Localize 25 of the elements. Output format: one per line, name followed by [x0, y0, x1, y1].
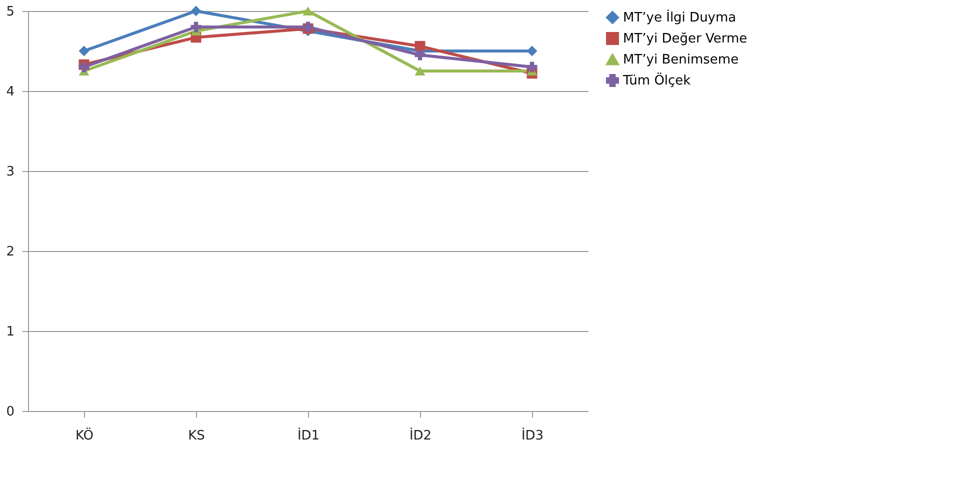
y-tick-label: 1	[6, 324, 14, 340]
point	[526, 46, 538, 56]
x-tick-label: KS	[188, 428, 205, 444]
point	[414, 50, 426, 60]
point	[190, 22, 202, 32]
y-tick-label: 0	[6, 404, 14, 420]
legend-label: MT’yi Değer Verme	[623, 32, 748, 46]
x-tick-label: İD2	[409, 428, 432, 444]
point	[526, 62, 538, 72]
y-tick-label: 4	[6, 84, 14, 100]
y-tick-label: 2	[6, 244, 14, 260]
x-tick-label: KÖ	[75, 428, 94, 444]
point	[302, 6, 314, 16]
point	[78, 62, 90, 72]
y-tick-label: 3	[6, 164, 14, 180]
point	[414, 66, 426, 76]
point	[414, 40, 426, 52]
legend-label: Tüm Ölçek	[622, 72, 692, 88]
x-tick-label: İD1	[297, 428, 320, 444]
x-tick-label: İD3	[521, 428, 544, 444]
y-tick-label: 5	[6, 4, 14, 20]
legend-label: MT’yi Benimseme	[623, 52, 739, 68]
point	[78, 46, 90, 56]
legend-label: MT’ye İlgi Duyma	[623, 10, 736, 26]
point	[190, 6, 202, 16]
